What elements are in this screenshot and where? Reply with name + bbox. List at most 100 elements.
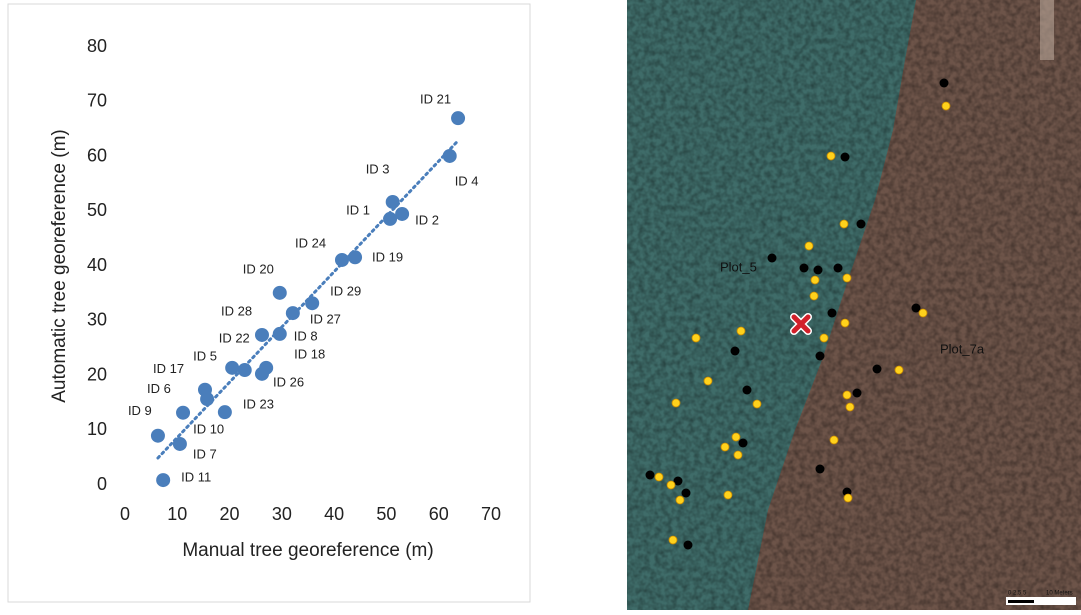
- tree-dot: [894, 365, 904, 375]
- tree-dot: [833, 263, 843, 273]
- tree-dot: [918, 308, 928, 318]
- road: [1040, 0, 1054, 60]
- data-point: [272, 285, 287, 300]
- tree-dot: [941, 101, 951, 111]
- y-tick-label: 20: [87, 364, 107, 384]
- point-label: ID 23: [243, 397, 274, 412]
- tree-dot: [840, 152, 850, 162]
- y-tick-label: 40: [87, 255, 107, 275]
- data-point: [348, 250, 363, 265]
- tree-dot: [829, 435, 839, 445]
- x-tick-label: 40: [324, 504, 344, 524]
- x-tick-label: 20: [220, 504, 240, 524]
- data-point: [334, 252, 349, 267]
- tree-dot: [872, 364, 882, 374]
- tree-dot: [730, 346, 740, 356]
- data-point: [237, 363, 252, 378]
- point-label: ID 20: [243, 261, 274, 276]
- tree-dot: [813, 265, 823, 275]
- point-label: ID 11: [181, 470, 211, 485]
- tree-dot: [767, 253, 777, 263]
- point-label: ID 29: [330, 284, 361, 299]
- y-tick-label: 70: [87, 91, 107, 111]
- y-tick-label: 80: [87, 36, 107, 56]
- data-point: [200, 392, 215, 407]
- tree-dot: [856, 219, 866, 229]
- y-tick-label: 30: [87, 310, 107, 330]
- tree-dot: [809, 291, 819, 301]
- scale-bg: [1006, 597, 1076, 605]
- point-label: ID 2: [415, 212, 439, 227]
- data-point: [451, 111, 466, 126]
- map-texture: [627, 0, 1081, 610]
- x-tick-label: 50: [376, 504, 396, 524]
- tree-dot: [668, 535, 678, 545]
- tree-dot: [839, 219, 849, 229]
- point-label: ID 5: [193, 348, 217, 363]
- data-point: [225, 360, 240, 375]
- tree-dot: [675, 495, 685, 505]
- map-label: Plot_5: [720, 259, 757, 274]
- tree-dot: [733, 450, 743, 460]
- tree-dot: [939, 78, 949, 88]
- x-tick-label: 60: [429, 504, 449, 524]
- data-point: [442, 148, 457, 163]
- y-tick-label: 10: [87, 419, 107, 439]
- tree-dot: [723, 490, 733, 500]
- tree-dot: [845, 402, 855, 412]
- data-point: [395, 206, 410, 221]
- tree-dot: [673, 476, 683, 486]
- tree-dot: [815, 464, 825, 474]
- x-axis-label: Manual tree georeference (m): [182, 540, 433, 561]
- scale-bar: [1008, 600, 1034, 603]
- data-point: [383, 211, 398, 226]
- tree-dot: [736, 326, 746, 336]
- tree-dot: [826, 151, 836, 161]
- tree-dot: [671, 398, 681, 408]
- point-label: ID 6: [147, 381, 171, 396]
- data-point: [172, 436, 187, 451]
- tree-dot: [843, 493, 853, 503]
- tree-dot: [819, 333, 829, 343]
- data-point: [254, 366, 269, 381]
- tree-dot: [681, 488, 691, 498]
- x-tick-label: 30: [272, 504, 292, 524]
- point-label: ID 8: [294, 328, 318, 343]
- tree-dot: [691, 333, 701, 343]
- center-marker: [791, 314, 811, 334]
- data-point: [254, 327, 269, 342]
- tree-dot: [852, 388, 862, 398]
- tree-dot: [645, 470, 655, 480]
- tree-dot: [742, 385, 752, 395]
- x-tick-label: 10: [167, 504, 187, 524]
- map-points: [645, 78, 951, 550]
- scale-ticks: 0 2.5 5: [1008, 591, 1027, 597]
- aerial-map: [627, 0, 1081, 610]
- tree-dot: [720, 442, 730, 452]
- chart-frame: [7, 3, 531, 603]
- point-label: ID 21: [420, 92, 451, 107]
- tree-dot: [666, 480, 676, 490]
- point-label: ID 4: [455, 173, 479, 188]
- point-label: ID 7: [193, 446, 217, 461]
- tree-dot: [654, 472, 664, 482]
- y-tick-label: 0: [97, 474, 107, 494]
- tree-dot: [840, 318, 850, 328]
- y-tick-label: 60: [87, 145, 107, 165]
- data-point: [217, 405, 232, 420]
- tree-dot: [842, 390, 852, 400]
- point-label: ID 24: [295, 235, 326, 250]
- y-axis-label: Automatic tree georeference (m): [49, 129, 70, 403]
- tree-dot: [731, 432, 741, 442]
- point-label: ID 26: [273, 374, 304, 389]
- x-tick-label: 70: [481, 504, 501, 524]
- tree-dot: [815, 351, 825, 361]
- point-label: ID 10: [193, 421, 224, 436]
- point-label: ID 18: [294, 346, 325, 361]
- tree-dot: [683, 540, 693, 550]
- data-point: [176, 405, 191, 420]
- data-point: [150, 428, 165, 443]
- tree-dot: [842, 273, 852, 283]
- tree-dot: [911, 303, 921, 313]
- point-label: ID 19: [372, 250, 403, 265]
